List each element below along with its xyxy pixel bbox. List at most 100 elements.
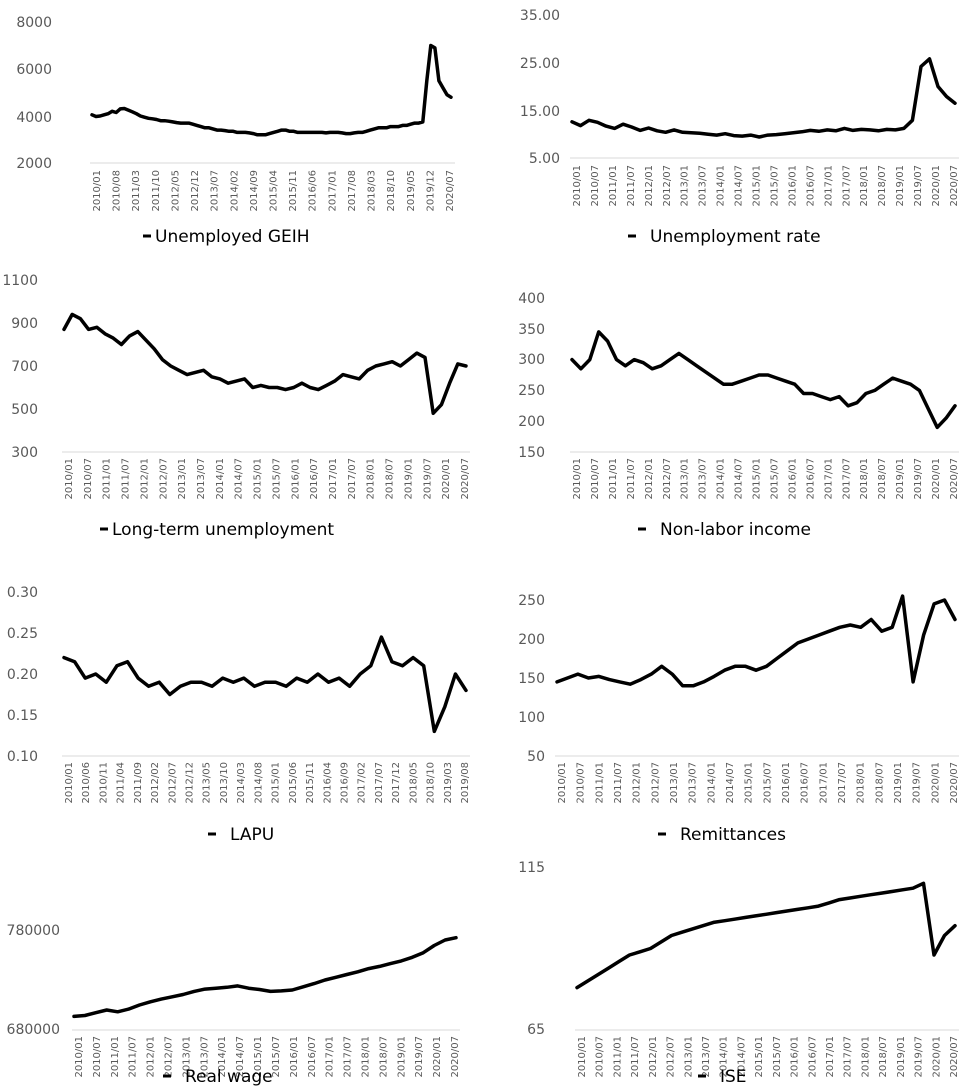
y-tick-label: 300 — [518, 352, 545, 368]
x-tick-label: 2011/01 — [608, 165, 619, 207]
x-tick-label: 2012/12 — [190, 170, 201, 212]
x-tick-label: 2018/01 — [859, 458, 870, 500]
x-tick-label: 2010/07 — [590, 165, 601, 207]
x-tick-label: 2012/07 — [164, 1036, 175, 1078]
x-tick-label: 2019/07 — [414, 1036, 425, 1078]
x-tick-label: 2016/01 — [781, 762, 792, 804]
x-tick-label: 2012/01 — [644, 165, 655, 207]
legend: Real wage — [163, 1067, 273, 1087]
x-tick-label: 2015/06 — [288, 762, 299, 804]
x-tick-label: 2017/01 — [327, 170, 338, 212]
series-line — [62, 312, 468, 416]
x-tick-label: 2012/07 — [662, 165, 673, 207]
legend: Long-term unemployment — [100, 520, 334, 540]
x-tick-label: 2017/07 — [347, 458, 358, 500]
x-tick-label: 2012/07 — [167, 762, 178, 804]
x-tick-label: 2010/01 — [64, 458, 75, 500]
x-tick-label: 2012/02 — [150, 762, 161, 804]
legend: Unemployed GEIH — [143, 227, 310, 247]
x-tick-label: 2012/01 — [146, 1036, 157, 1078]
x-tick-label: 2013/10 — [219, 762, 230, 804]
x-tick-label: 2015/07 — [271, 1036, 282, 1078]
x-tick-label: 2015/01 — [253, 458, 264, 500]
x-tick-label: 2018/01 — [366, 458, 377, 500]
x-tick-label: 2010/07 — [576, 762, 587, 804]
x-tick-label: 2010/08 — [112, 170, 123, 212]
x-tick-label: 2020/07 — [949, 458, 959, 500]
x-tick-label: 2019/07 — [914, 1036, 925, 1078]
x-tick-label: 2012/12 — [185, 762, 196, 804]
x-tick-label: 2011/10 — [151, 170, 162, 212]
x-tick-label: 2015/01 — [271, 762, 282, 804]
y-tick-label: 200 — [518, 632, 545, 648]
y-tick-label: 5.00 — [529, 151, 560, 167]
x-tick-label: 2017/07 — [843, 1036, 854, 1078]
x-tick-label: 2019/07 — [913, 165, 924, 207]
x-tick-label: 2011/07 — [613, 762, 624, 804]
x-tick-label: 2013/01 — [177, 458, 188, 500]
x-tick-label: 2020/01 — [931, 1036, 942, 1078]
x-tick-label: 2013/07 — [688, 762, 699, 804]
x-tick-label: 2017/08 — [347, 170, 358, 212]
chart-panel-5: 0.30 0.25 0.20 0.15 0.10 2010/01 2010/06 2010/1… — [7, 585, 471, 845]
x-tick-label: 2017/01 — [825, 1036, 836, 1078]
y-tick-label: 0.20 — [7, 667, 38, 683]
chart-panel-1: 8000 6000 4000 2000 2010/01 2010/08 2011/03 201… — [16, 15, 456, 247]
x-tick-label: 2018/07 — [378, 1036, 389, 1078]
x-tick-label: 2017/02 — [357, 762, 368, 804]
series-line — [575, 881, 957, 990]
y-tick-label: 150 — [518, 671, 545, 687]
legend-label: ISE — [720, 1067, 747, 1087]
legend: Non-labor income — [638, 520, 811, 540]
x-tick-label: 2012/07 — [650, 762, 661, 804]
x-tick-label: 2016/07 — [805, 458, 816, 500]
legend: ISE — [698, 1067, 747, 1087]
x-tick-label: 2011/01 — [612, 1036, 623, 1078]
x-tick-label: 2015/01 — [752, 458, 763, 500]
x-tick-label: 2015/04 — [269, 170, 280, 212]
x-tick-label: 2019/01 — [396, 1036, 407, 1078]
x-tick-label: 2015/11 — [288, 170, 299, 212]
x-tick-label: 2014/01 — [716, 165, 727, 207]
x-tick-label: 2016/07 — [307, 1036, 318, 1078]
x-tick-label: 2018/07 — [874, 762, 885, 804]
y-tick-label: 15.00 — [520, 104, 560, 120]
legend-label: Remittances — [680, 825, 786, 845]
x-tick-label: 2011/01 — [594, 762, 605, 804]
x-tick-label: 2016/07 — [805, 165, 816, 207]
series-line — [90, 43, 453, 137]
x-tick-label: 2018/01 — [856, 762, 867, 804]
x-tick-label: 2019/07 — [422, 458, 433, 500]
x-tick-label: 2013/01 — [181, 1036, 192, 1078]
chart-panel-6: 250 200 150 100 50 2010/01 2010/07 2011/01 2011/… — [518, 593, 959, 845]
y-tick-label: 0.10 — [7, 749, 38, 765]
x-tick-label: 2016/01 — [790, 1036, 801, 1078]
x-tick-label: 2018/03 — [367, 170, 378, 212]
x-tick-label: 2013/07 — [210, 170, 221, 212]
x-tick-label: 2020/01 — [931, 458, 942, 500]
x-tick-label: 2014/03 — [236, 762, 247, 804]
x-tick-label: 2015/07 — [762, 762, 773, 804]
x-tick-label: 2014/01 — [719, 1036, 730, 1078]
x-tick-label: 2015/11 — [305, 762, 316, 804]
chart-panel-7: 780000 680000 2010/01 2010/07 2011/01 2011/07… — [7, 923, 461, 1087]
x-tick-label: 2018/07 — [877, 458, 888, 500]
legend-label: Real wage — [185, 1067, 273, 1087]
x-tick-label: 2011/07 — [630, 1036, 641, 1078]
x-tick-label: 2014/07 — [736, 1036, 747, 1078]
x-tick-label: 2011/04 — [116, 762, 127, 804]
x-tick-label: 2018/10 — [386, 170, 397, 212]
x-tick-label: 2010/07 — [595, 1036, 606, 1078]
y-tick-label: 0.30 — [7, 585, 38, 601]
legend: Remittances — [658, 825, 786, 845]
x-tick-label: 2010/01 — [92, 170, 103, 212]
y-tick-label: 35.00 — [520, 8, 560, 24]
legend: LAPU — [208, 825, 274, 845]
x-tick-label: 2018/01 — [859, 165, 870, 207]
x-tick-label: 2019/01 — [896, 1036, 907, 1078]
x-tick-label: 2011/07 — [626, 458, 637, 500]
x-tick-label: 2017/01 — [823, 458, 834, 500]
x-tick-label: 2014/07 — [235, 1036, 246, 1078]
x-tick-label: 2014/01 — [215, 458, 226, 500]
